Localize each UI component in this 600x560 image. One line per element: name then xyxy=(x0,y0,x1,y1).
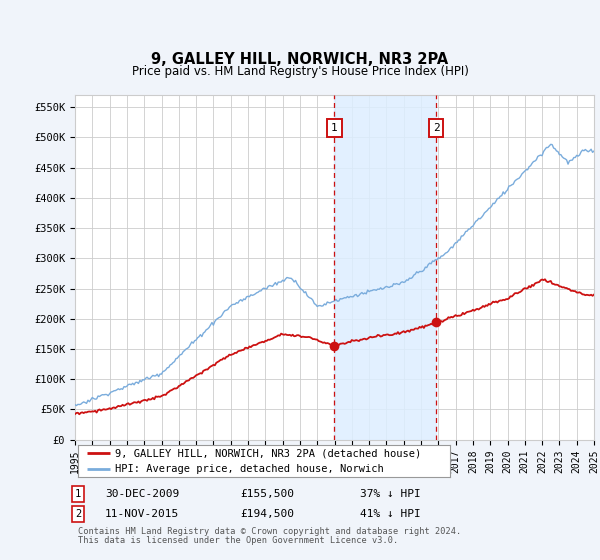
Text: 2: 2 xyxy=(75,509,81,519)
Text: 2: 2 xyxy=(433,123,439,133)
Text: Price paid vs. HM Land Registry's House Price Index (HPI): Price paid vs. HM Land Registry's House … xyxy=(131,65,469,78)
Bar xyxy=(334,95,436,440)
Text: £155,500: £155,500 xyxy=(240,489,294,499)
Text: 1: 1 xyxy=(331,123,338,133)
Text: 9, GALLEY HILL, NORWICH, NR3 2PA: 9, GALLEY HILL, NORWICH, NR3 2PA xyxy=(151,53,449,67)
Text: This data is licensed under the Open Government Licence v3.0.: This data is licensed under the Open Gov… xyxy=(78,536,398,545)
Text: 30-DEC-2009: 30-DEC-2009 xyxy=(105,489,179,499)
Text: HPI: Average price, detached house, Norwich: HPI: Average price, detached house, Norw… xyxy=(115,464,384,474)
Text: Contains HM Land Registry data © Crown copyright and database right 2024.: Contains HM Land Registry data © Crown c… xyxy=(78,526,461,536)
Text: 1: 1 xyxy=(75,489,81,499)
Text: 11-NOV-2015: 11-NOV-2015 xyxy=(105,509,179,519)
Text: 9, GALLEY HILL, NORWICH, NR3 2PA (detached house): 9, GALLEY HILL, NORWICH, NR3 2PA (detach… xyxy=(115,449,421,459)
Text: 41% ↓ HPI: 41% ↓ HPI xyxy=(360,509,421,519)
Text: £194,500: £194,500 xyxy=(240,509,294,519)
Text: 37% ↓ HPI: 37% ↓ HPI xyxy=(360,489,421,499)
